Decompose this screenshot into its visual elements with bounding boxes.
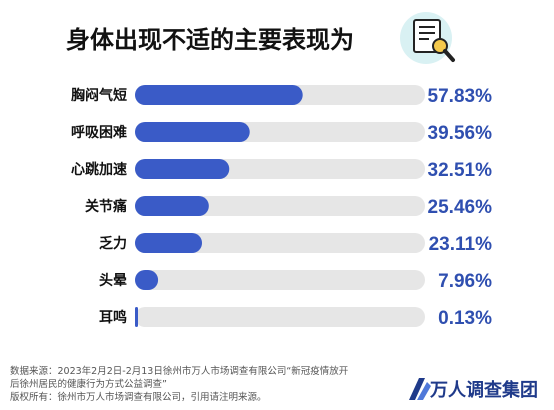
bar	[135, 159, 230, 179]
chart-title: 身体出现不适的主要表现为	[66, 26, 354, 54]
category-label: 胸闷气短	[71, 87, 127, 104]
source-line-2: 后徐州居民的健康行为方式公益调查”	[10, 379, 167, 390]
bar	[135, 122, 250, 142]
value-label: 39.56%	[428, 123, 493, 144]
category-label: 头晕	[99, 272, 127, 289]
data-source-note: 数据来源：2023年2月2日-2月13日徐州市万人市场调查有限公司“新冠疫情放开…	[10, 365, 390, 404]
source-line-1: 数据来源：2023年2月2日-2月13日徐州市万人市场调查有限公司“新冠疫情放开	[10, 366, 349, 377]
value-label: 0.13%	[438, 308, 492, 329]
copyright-line: 版权所有：徐州市万人市场调查有限公司，引用请注明来源。	[10, 392, 267, 403]
category-label: 乏力	[99, 235, 127, 252]
value-label: 23.11%	[429, 234, 492, 255]
bar	[135, 196, 209, 216]
value-label: 32.51%	[428, 160, 493, 181]
category-label: 心跳加速	[71, 161, 127, 178]
category-label: 呼吸困难	[71, 124, 127, 141]
value-label: 57.83%	[428, 86, 493, 107]
bar	[135, 85, 303, 105]
bar	[135, 307, 138, 327]
bar	[135, 270, 159, 290]
document-magnifier-icon	[400, 12, 455, 64]
logo-text: 万人调查集团	[430, 380, 538, 401]
category-label: 耳鸣	[99, 309, 127, 326]
bar-track	[135, 270, 425, 290]
value-label: 25.46%	[428, 197, 493, 218]
bar	[135, 233, 203, 253]
bar-track	[135, 307, 425, 327]
bar-track	[135, 233, 425, 253]
bar-track	[135, 196, 425, 216]
category-label: 关节痛	[85, 198, 127, 215]
wanren-logo-icon	[409, 378, 431, 400]
value-label: 7.96%	[438, 271, 492, 292]
bar-chart: 胸闷气短 57.83% 呼吸困难 39.56% 心跳加速 32.51% 关节痛 25.46% 乏…	[71, 85, 493, 329]
